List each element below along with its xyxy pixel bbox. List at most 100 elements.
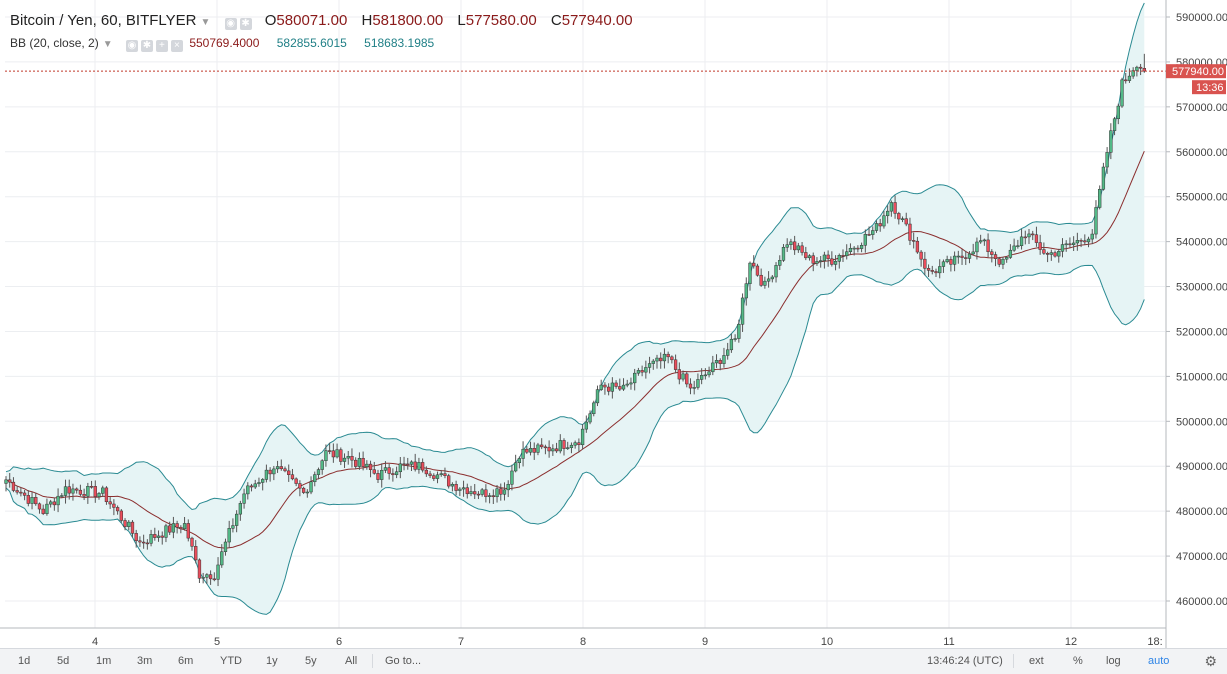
candle [469,485,473,497]
chevron-down-icon[interactable]: ▼ [200,17,211,28]
eye-icon[interactable]: ◉ [224,18,237,30]
candle [1094,200,1098,239]
candle [4,476,8,492]
candle [1053,250,1057,258]
candle-body [1034,234,1039,243]
candle [971,243,975,256]
candle-body [52,501,57,506]
range-1d[interactable]: 1d [18,655,31,667]
gear-icon[interactable]: ⚙ [1204,653,1217,669]
candle-body [938,266,942,274]
price-chart[interactable]: 460000.00 470000.00 480000.00 490000.00 5000… [0,0,1227,648]
candle [261,478,265,491]
candle [848,243,853,255]
candle [495,485,499,503]
candle-body [261,479,265,483]
candle [316,467,321,480]
candle [543,444,548,455]
range-5y[interactable]: 5y [305,655,317,667]
candle-body [391,473,395,476]
candle [852,246,856,256]
candle [432,473,436,482]
clock-time[interactable]: 13:46:24 (UTC) [927,655,1003,667]
candle-body [573,442,577,446]
candle-body [804,252,808,259]
candle [253,479,257,489]
candle [67,479,71,500]
close-icon[interactable]: × [170,40,183,52]
candle-body [339,449,343,462]
gear-icon[interactable]: ✱ [140,40,153,52]
percent-toggle[interactable]: % [1073,655,1083,667]
price-axis: 460000.00 470000.00 480000.00 490000.00 5000… [1165,0,1227,648]
candle [926,264,931,277]
candle [510,464,514,491]
eye-icon[interactable]: ◉ [125,40,138,52]
candle [1045,251,1050,263]
candle-body [1064,243,1068,246]
range-6m[interactable]: 6m [178,655,194,667]
candle [127,519,131,531]
candle-body [800,245,804,253]
candle [703,368,708,380]
goto-button[interactable]: Go to... [385,655,422,667]
candle-body [75,488,79,491]
candle-body [651,360,655,364]
candle-body [305,491,309,494]
candle [633,368,637,391]
candle-body [618,386,622,390]
candle [8,472,12,488]
candle-body [640,370,644,373]
range-ytd[interactable]: YTD [220,655,242,667]
candle-body [234,513,239,526]
candle-body [8,479,12,483]
range-5d[interactable]: 5d [57,655,70,667]
candle [592,400,596,417]
candle [63,479,68,504]
candle-body [272,468,276,475]
divider [372,654,373,668]
candle-body [711,362,715,373]
ext-toggle[interactable]: ext [1029,655,1044,667]
candle-body [822,254,827,261]
range-1m[interactable]: 1m [96,655,112,667]
candle-body [982,239,987,242]
candle [636,367,641,376]
symbol-title[interactable]: Bitcoin / Yen, 60, BITFLYER [10,12,197,29]
candle [930,265,934,275]
candle-body [770,276,774,280]
last-price-tag-label: 577940.00 [1172,66,1224,78]
candle-body [402,463,406,466]
log-toggle[interactable]: log [1106,655,1121,667]
candle [115,505,120,515]
range-all[interactable]: All [345,655,358,667]
candle-body [986,239,990,252]
auto-toggle[interactable]: auto [1148,655,1170,667]
candle-body [160,535,164,538]
candle [201,572,205,584]
gear-icon[interactable]: ✱ [239,18,252,30]
candle-body [525,448,529,453]
candle-body [625,383,629,386]
candle-body [1053,252,1057,257]
candle-body [558,440,562,452]
chevron-down-icon[interactable]: ▼ [102,39,113,50]
candle-body [681,373,685,380]
range-1y[interactable]: 1y [266,655,278,667]
candle-body [469,491,473,495]
range-3m[interactable]: 3m [137,655,153,667]
candle-body [138,540,142,543]
candle [711,355,715,376]
candle-body [1105,152,1109,168]
candle-body [945,259,949,263]
candle [502,482,507,501]
candle-body [383,467,388,471]
plus-icon[interactable]: + [155,40,168,52]
candle [324,444,328,467]
candle [662,348,667,369]
candle-body [662,353,667,362]
candle-body [22,492,27,496]
indicator-label[interactable]: BB (20, close, 2) [10,36,99,50]
candle-body [841,255,845,257]
time-tick-label: 6 [336,636,342,648]
